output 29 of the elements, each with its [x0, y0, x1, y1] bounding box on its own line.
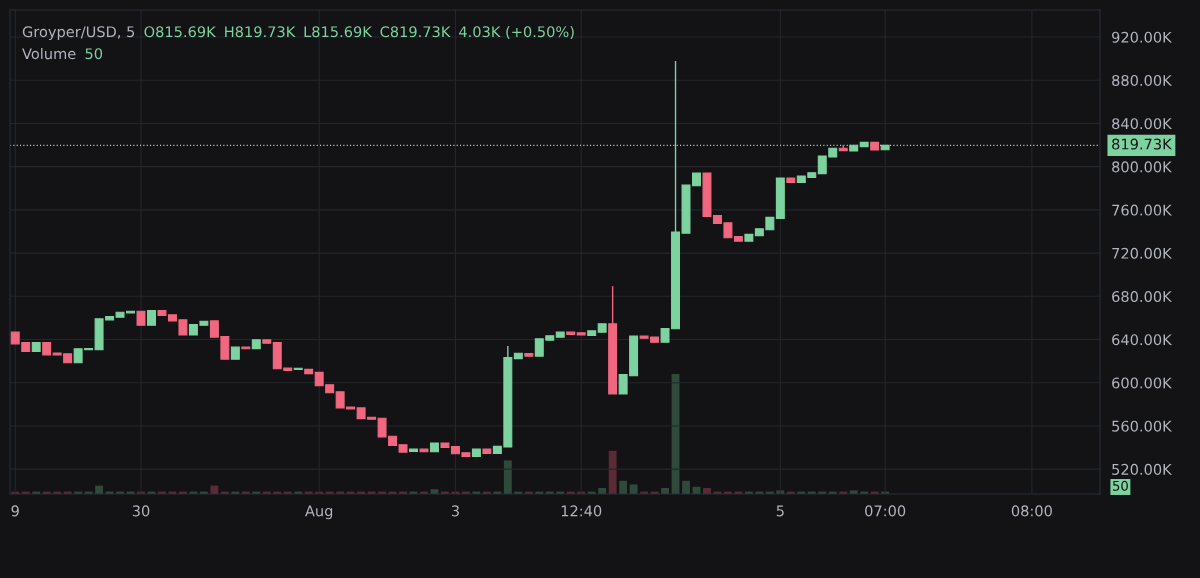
y-tick-label: 720.00K [1112, 247, 1173, 259]
x-tick-label: 07:00 [865, 505, 906, 517]
annotation: H819.73K [225, 26, 296, 38]
x-tick-label: 30 [132, 505, 150, 517]
x-tick-label: 5 [776, 505, 784, 517]
chart-title: Volume [22, 47, 76, 60]
y-tick-label: 520.00K [1112, 463, 1173, 475]
annotation: C819.73K [380, 26, 451, 38]
text: 50 [1113, 480, 1128, 491]
annotation: 4.03K (+0.50%) [459, 25, 574, 39]
x-tick-label: 08:00 [1011, 505, 1052, 517]
x-tick-label: 9 [11, 505, 19, 517]
ref-line-label: 819.73K [1112, 138, 1173, 150]
y-tick-label: 600.00K [1112, 377, 1173, 389]
x-tick-label: 12:40 [561, 505, 602, 517]
y-tick-label: 840.00K [1112, 118, 1173, 130]
y-tick-label: 680.00K [1112, 291, 1173, 303]
y-tick-label: 920.00K [1112, 31, 1173, 43]
annotation: 50 [85, 48, 103, 60]
y-tick-label: 880.00K [1112, 74, 1173, 86]
y-tick-label: 560.00K [1112, 420, 1173, 432]
annotation: O815.69K [144, 26, 216, 38]
text: Groyper/USD, 5 [22, 26, 135, 41]
annotation: L815.69K [304, 26, 373, 38]
x-tick-label: Aug [305, 505, 333, 520]
y-tick-label: 640.00K [1112, 334, 1173, 346]
y-tick-label: 760.00K [1112, 204, 1173, 216]
x-tick-label: 3 [451, 505, 459, 517]
y-tick-label: 800.00K [1112, 161, 1173, 173]
